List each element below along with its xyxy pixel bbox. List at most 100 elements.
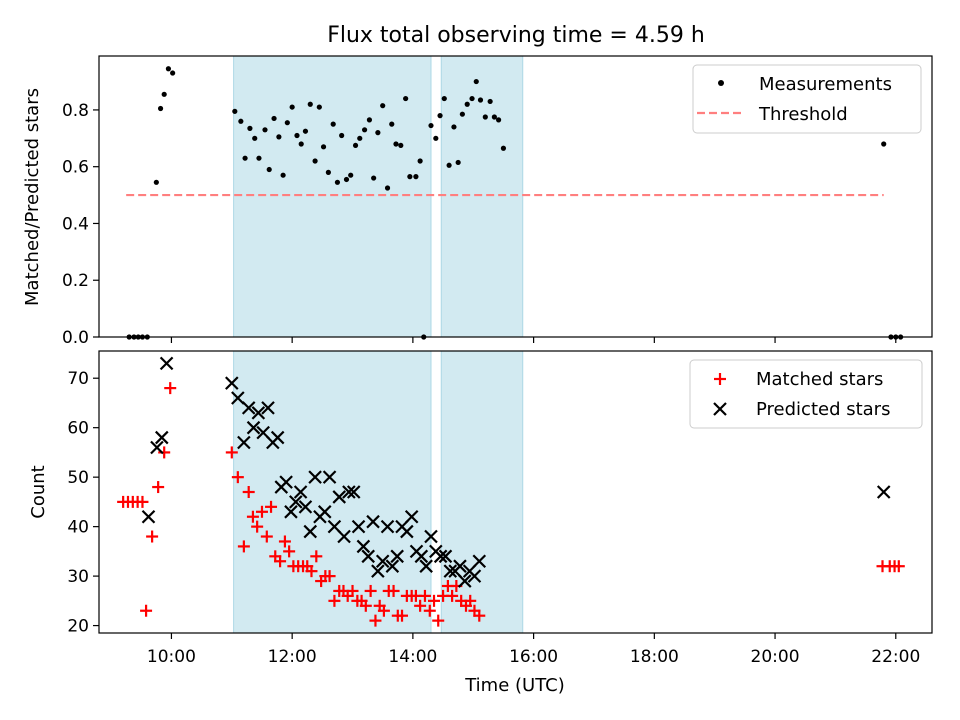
- predicted-star-marker: [375, 554, 390, 569]
- measurement-point: [165, 66, 172, 72]
- matched-star-marker: [225, 446, 238, 459]
- top-y-tick-label: 0.4: [62, 214, 89, 234]
- predicted-star-marker: [279, 475, 293, 489]
- measurement-point: [334, 179, 341, 185]
- predicted-star-marker: [289, 495, 303, 509]
- predicted-star-marker: [342, 485, 356, 499]
- matched-star-marker: [377, 604, 390, 617]
- top-panel: 0.00.20.40.60.8 Matched/Predicted stars …: [22, 55, 933, 348]
- x-tick-label: 12:00: [268, 647, 317, 667]
- measurement-point: [482, 114, 488, 120]
- predicted-star-marker: [159, 356, 174, 371]
- measurement-point: [170, 70, 176, 76]
- matched-star-marker: [387, 584, 400, 597]
- bottom-y-tick-label: 20: [67, 617, 89, 637]
- measurement-point: [157, 105, 164, 112]
- matched-star-marker: [310, 550, 323, 563]
- bottom-y-tick-label: 70: [67, 369, 89, 389]
- bottom-y-tick-label: 30: [67, 567, 89, 587]
- predicted-star-marker: [458, 574, 472, 588]
- matched-star-marker: [152, 481, 165, 494]
- measurement-point: [380, 103, 386, 109]
- x-tick-label: 18:00: [630, 647, 679, 667]
- matched-star-marker: [323, 570, 336, 583]
- top-shaded-interval: [233, 55, 432, 338]
- measurement-point: [307, 101, 313, 107]
- measurement-point: [464, 101, 470, 107]
- predicted-star-marker: [261, 401, 275, 415]
- bottom-shaded-interval: [440, 350, 524, 634]
- measurement-point: [366, 117, 373, 123]
- matched-star-marker: [237, 540, 250, 553]
- predicted-star-marker: [298, 500, 313, 514]
- bottom-y-axis-label: Count: [28, 465, 49, 518]
- matched-star-marker: [423, 604, 436, 617]
- top-x-ticks: [170, 337, 897, 343]
- predicted-star-marker: [337, 529, 351, 544]
- measurement-point: [252, 135, 258, 141]
- legend-measurements-marker: [718, 80, 724, 86]
- predicted-star-marker: [293, 485, 308, 499]
- bottom-shaded-interval: [233, 350, 432, 634]
- predicted-star-marker: [351, 519, 366, 534]
- predicted-star-marker: [237, 435, 251, 450]
- measurement-point: [352, 142, 359, 149]
- bottom-panel: 20 30 40 50 60 70 10:00 12:00 14:00 16:00 18:00 20…: [28, 350, 933, 696]
- bottom-y-ticks: 20 30 40 50 60 70: [67, 369, 99, 637]
- predicted-star-marker: [246, 420, 261, 435]
- matched-star-marker: [260, 530, 273, 543]
- predicted-star-marker: [414, 549, 429, 564]
- measurement-point: [343, 176, 350, 183]
- predicted-star-marker: [371, 564, 385, 578]
- predicted-star-marker: [380, 519, 395, 534]
- top-y-axis-label: Matched/Predicted stars: [22, 88, 43, 306]
- predicted-star-marker: [366, 514, 380, 529]
- x-tick-label: 22:00: [871, 647, 920, 667]
- measurement-point: [266, 166, 272, 173]
- measurement-point: [153, 179, 159, 185]
- predicted-star-marker: [424, 529, 438, 544]
- measurement-point: [487, 98, 493, 105]
- matched-star-marker: [346, 584, 359, 597]
- measurement-point: [357, 135, 363, 141]
- measurement-point: [348, 172, 354, 178]
- measurement-point: [881, 141, 887, 147]
- predicted-star-marker: [453, 559, 467, 573]
- x-tick-label: 16:00: [509, 647, 558, 667]
- bottom-data-marks: [117, 356, 905, 627]
- x-tick-label: 20:00: [751, 647, 800, 667]
- top-legend-box: [692, 64, 922, 134]
- chart-title: Flux total observing time = 4.59 h: [327, 23, 705, 48]
- matched-star-marker: [396, 609, 409, 622]
- predicted-star-marker: [438, 549, 453, 564]
- predicted-star-marker: [433, 549, 448, 564]
- matched-star-marker: [892, 560, 905, 573]
- matched-star-marker: [164, 382, 177, 395]
- measurement-point: [371, 175, 377, 181]
- measurement-point: [393, 141, 399, 147]
- measurement-point: [294, 132, 300, 139]
- matched-star-marker: [265, 500, 278, 513]
- top-y-ticks: 0.0 0.2 0.4 0.6 0.8: [62, 101, 99, 348]
- measurement-point: [473, 78, 479, 85]
- top-axes-frame: [98, 55, 933, 338]
- x-tick-label: 14:00: [388, 647, 437, 667]
- matched-star-marker: [473, 609, 486, 622]
- predicted-star-marker: [308, 470, 322, 484]
- predicted-star-marker: [225, 376, 239, 390]
- measurement-point: [316, 104, 322, 110]
- measurement-point: [247, 125, 253, 131]
- predicted-star-marker: [472, 554, 487, 569]
- matched-star-marker: [464, 594, 477, 607]
- matched-star-marker: [446, 589, 459, 602]
- predicted-star-marker: [404, 509, 419, 524]
- measurement-point: [398, 142, 404, 149]
- measurement-point: [312, 158, 318, 164]
- predicted-star-marker: [385, 559, 400, 573]
- predicted-star-marker: [356, 539, 371, 554]
- x-axis-label: Time (UTC): [464, 675, 565, 696]
- predicted-star-marker: [251, 406, 266, 420]
- predicted-star-marker: [443, 564, 458, 578]
- measurement-point: [161, 91, 167, 97]
- bottom-y-tick-label: 40: [67, 518, 89, 538]
